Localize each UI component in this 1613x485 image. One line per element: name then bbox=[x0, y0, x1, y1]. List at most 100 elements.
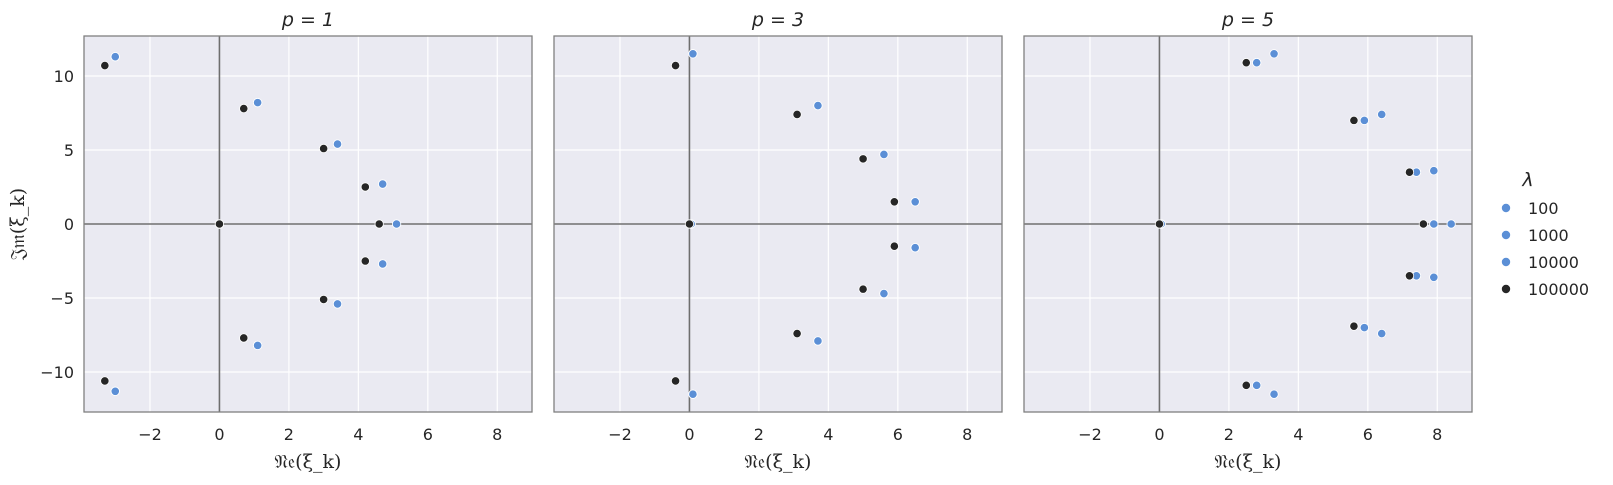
point-lambda-100000 bbox=[1404, 271, 1415, 281]
point-lambda-100 bbox=[1269, 49, 1279, 59]
legend: λ 100 1000 10000 100000 bbox=[1501, 169, 1589, 299]
point-lambda-100000 bbox=[374, 219, 384, 229]
panel-2: p = 3 −2 0 2 4 6 8 𝔑𝔢(ξ_k) bbox=[553, 9, 1003, 473]
point-lambda-100000 bbox=[670, 61, 681, 71]
point-lambda-100000 bbox=[889, 241, 899, 251]
panel-title: p = 3 bbox=[751, 9, 804, 31]
point-lambda-10000 bbox=[910, 197, 920, 207]
x-tick-label: 2 bbox=[284, 425, 294, 444]
point-lambda-100000 bbox=[239, 333, 249, 343]
legend-title: λ bbox=[1521, 169, 1533, 191]
legend-label: 1000 bbox=[1528, 226, 1569, 245]
point-lambda-100000 bbox=[1154, 219, 1165, 229]
x-axis-title: 𝔑𝔢(ξ_k) bbox=[745, 451, 812, 473]
plot-frame bbox=[83, 35, 533, 413]
point-lambda-100000 bbox=[1404, 167, 1415, 177]
x-tick-label: 0 bbox=[1154, 425, 1164, 444]
legend-marker bbox=[1501, 202, 1512, 213]
point-lambda-10000 bbox=[110, 386, 120, 396]
x-tick-label: 8 bbox=[962, 425, 972, 444]
point-lambda-100000 bbox=[214, 219, 225, 229]
point-lambda-10000 bbox=[813, 100, 823, 111]
point-lambda-100000 bbox=[1418, 219, 1428, 229]
point-lambda-100000 bbox=[1241, 58, 1251, 68]
x-tick-label: −2 bbox=[1078, 425, 1102, 444]
x-tick-label: 2 bbox=[754, 425, 764, 444]
legend-label: 100 bbox=[1528, 199, 1559, 218]
legend-label: 100000 bbox=[1528, 280, 1589, 299]
x-tick-label: 4 bbox=[353, 425, 363, 444]
legend-marker bbox=[1501, 283, 1512, 294]
x-tick-label: −2 bbox=[138, 425, 162, 444]
panel-title: p = 1 bbox=[281, 9, 334, 31]
legend-marker bbox=[1501, 256, 1512, 267]
point-lambda-100 bbox=[1429, 166, 1439, 176]
point-lambda-100 bbox=[1377, 328, 1387, 339]
legend-marker bbox=[1501, 229, 1512, 240]
panel-3: p = 5 −2 0 2 4 6 8 𝔑𝔢(ξ_k) bbox=[1023, 9, 1473, 473]
point-lambda-100000 bbox=[684, 219, 695, 229]
x-tick-label: 0 bbox=[684, 425, 694, 444]
point-lambda-100000 bbox=[1349, 115, 1359, 125]
point-lambda-100000 bbox=[360, 256, 370, 266]
point-lambda-10000 bbox=[332, 139, 343, 149]
x-axis-title: 𝔑𝔢(ξ_k) bbox=[275, 451, 342, 473]
y-tick-label: 5 bbox=[64, 141, 74, 160]
x-tick-label: 2 bbox=[1224, 425, 1234, 444]
point-lambda-100000 bbox=[319, 143, 329, 154]
point-lambda-10000 bbox=[1252, 380, 1262, 390]
x-tick-label: 6 bbox=[423, 425, 433, 444]
point-lambda-100000 bbox=[858, 154, 868, 164]
y-axis-title: 𝔍𝔪(ξ_k) bbox=[7, 188, 29, 261]
y-tick-label: −5 bbox=[50, 289, 74, 308]
panel-title: p = 5 bbox=[1221, 9, 1274, 31]
plot-frame bbox=[553, 35, 1003, 413]
y-tick-label: −10 bbox=[40, 363, 74, 382]
x-tick-label: 4 bbox=[1293, 425, 1303, 444]
point-lambda-100000 bbox=[1349, 321, 1359, 331]
point-lambda-100 bbox=[1377, 109, 1387, 120]
x-tick-label: −2 bbox=[608, 425, 632, 444]
point-lambda-10000 bbox=[378, 179, 388, 189]
y-tick-label: 10 bbox=[54, 67, 74, 86]
point-lambda-100000 bbox=[792, 328, 802, 339]
point-lambda-10000 bbox=[688, 389, 698, 399]
point-lambda-100000 bbox=[858, 284, 868, 294]
point-lambda-100000 bbox=[792, 109, 802, 120]
point-lambda-100000 bbox=[100, 376, 110, 386]
point-lambda-100000 bbox=[319, 294, 329, 305]
point-lambda-100000 bbox=[239, 103, 249, 114]
legend-label: 10000 bbox=[1528, 253, 1579, 272]
point-lambda-10000 bbox=[253, 340, 263, 350]
point-lambda-10000 bbox=[910, 243, 920, 253]
point-lambda-100000 bbox=[670, 376, 681, 386]
plot-frame bbox=[1023, 35, 1473, 413]
point-lambda-100000 bbox=[100, 61, 110, 71]
point-lambda-10000 bbox=[391, 219, 402, 229]
point-lambda-10000 bbox=[253, 98, 263, 108]
point-lambda-10000 bbox=[1429, 219, 1439, 229]
point-lambda-10000 bbox=[110, 52, 120, 62]
x-tick-label: 8 bbox=[492, 425, 502, 444]
x-tick-label: 4 bbox=[823, 425, 833, 444]
point-lambda-100000 bbox=[360, 182, 370, 192]
point-lambda-10000 bbox=[332, 299, 343, 309]
panel-1: p = 1 −2 0 2 4 6 8 𝔑𝔢(ξ_k) 10 5 0 −5 −10 𝔍𝔪(ξ_k) bbox=[7, 9, 533, 473]
point-lambda-10000 bbox=[813, 336, 823, 346]
point-lambda-100 bbox=[1269, 389, 1279, 399]
x-tick-label: 6 bbox=[893, 425, 903, 444]
x-axis-title: 𝔑𝔢(ξ_k) bbox=[1215, 451, 1282, 473]
y-tick-label: 0 bbox=[64, 215, 74, 234]
point-lambda-100 bbox=[1429, 272, 1439, 282]
point-lambda-100000 bbox=[1241, 380, 1251, 390]
point-lambda-10000 bbox=[688, 49, 698, 59]
x-tick-label: 6 bbox=[1363, 425, 1373, 444]
point-lambda-10000 bbox=[1359, 323, 1369, 333]
x-tick-label: 0 bbox=[214, 425, 224, 444]
point-lambda-10000 bbox=[879, 149, 889, 160]
x-tick-label: 8 bbox=[1432, 425, 1442, 444]
point-lambda-10000 bbox=[378, 259, 388, 269]
point-lambda-10000 bbox=[1359, 115, 1369, 125]
